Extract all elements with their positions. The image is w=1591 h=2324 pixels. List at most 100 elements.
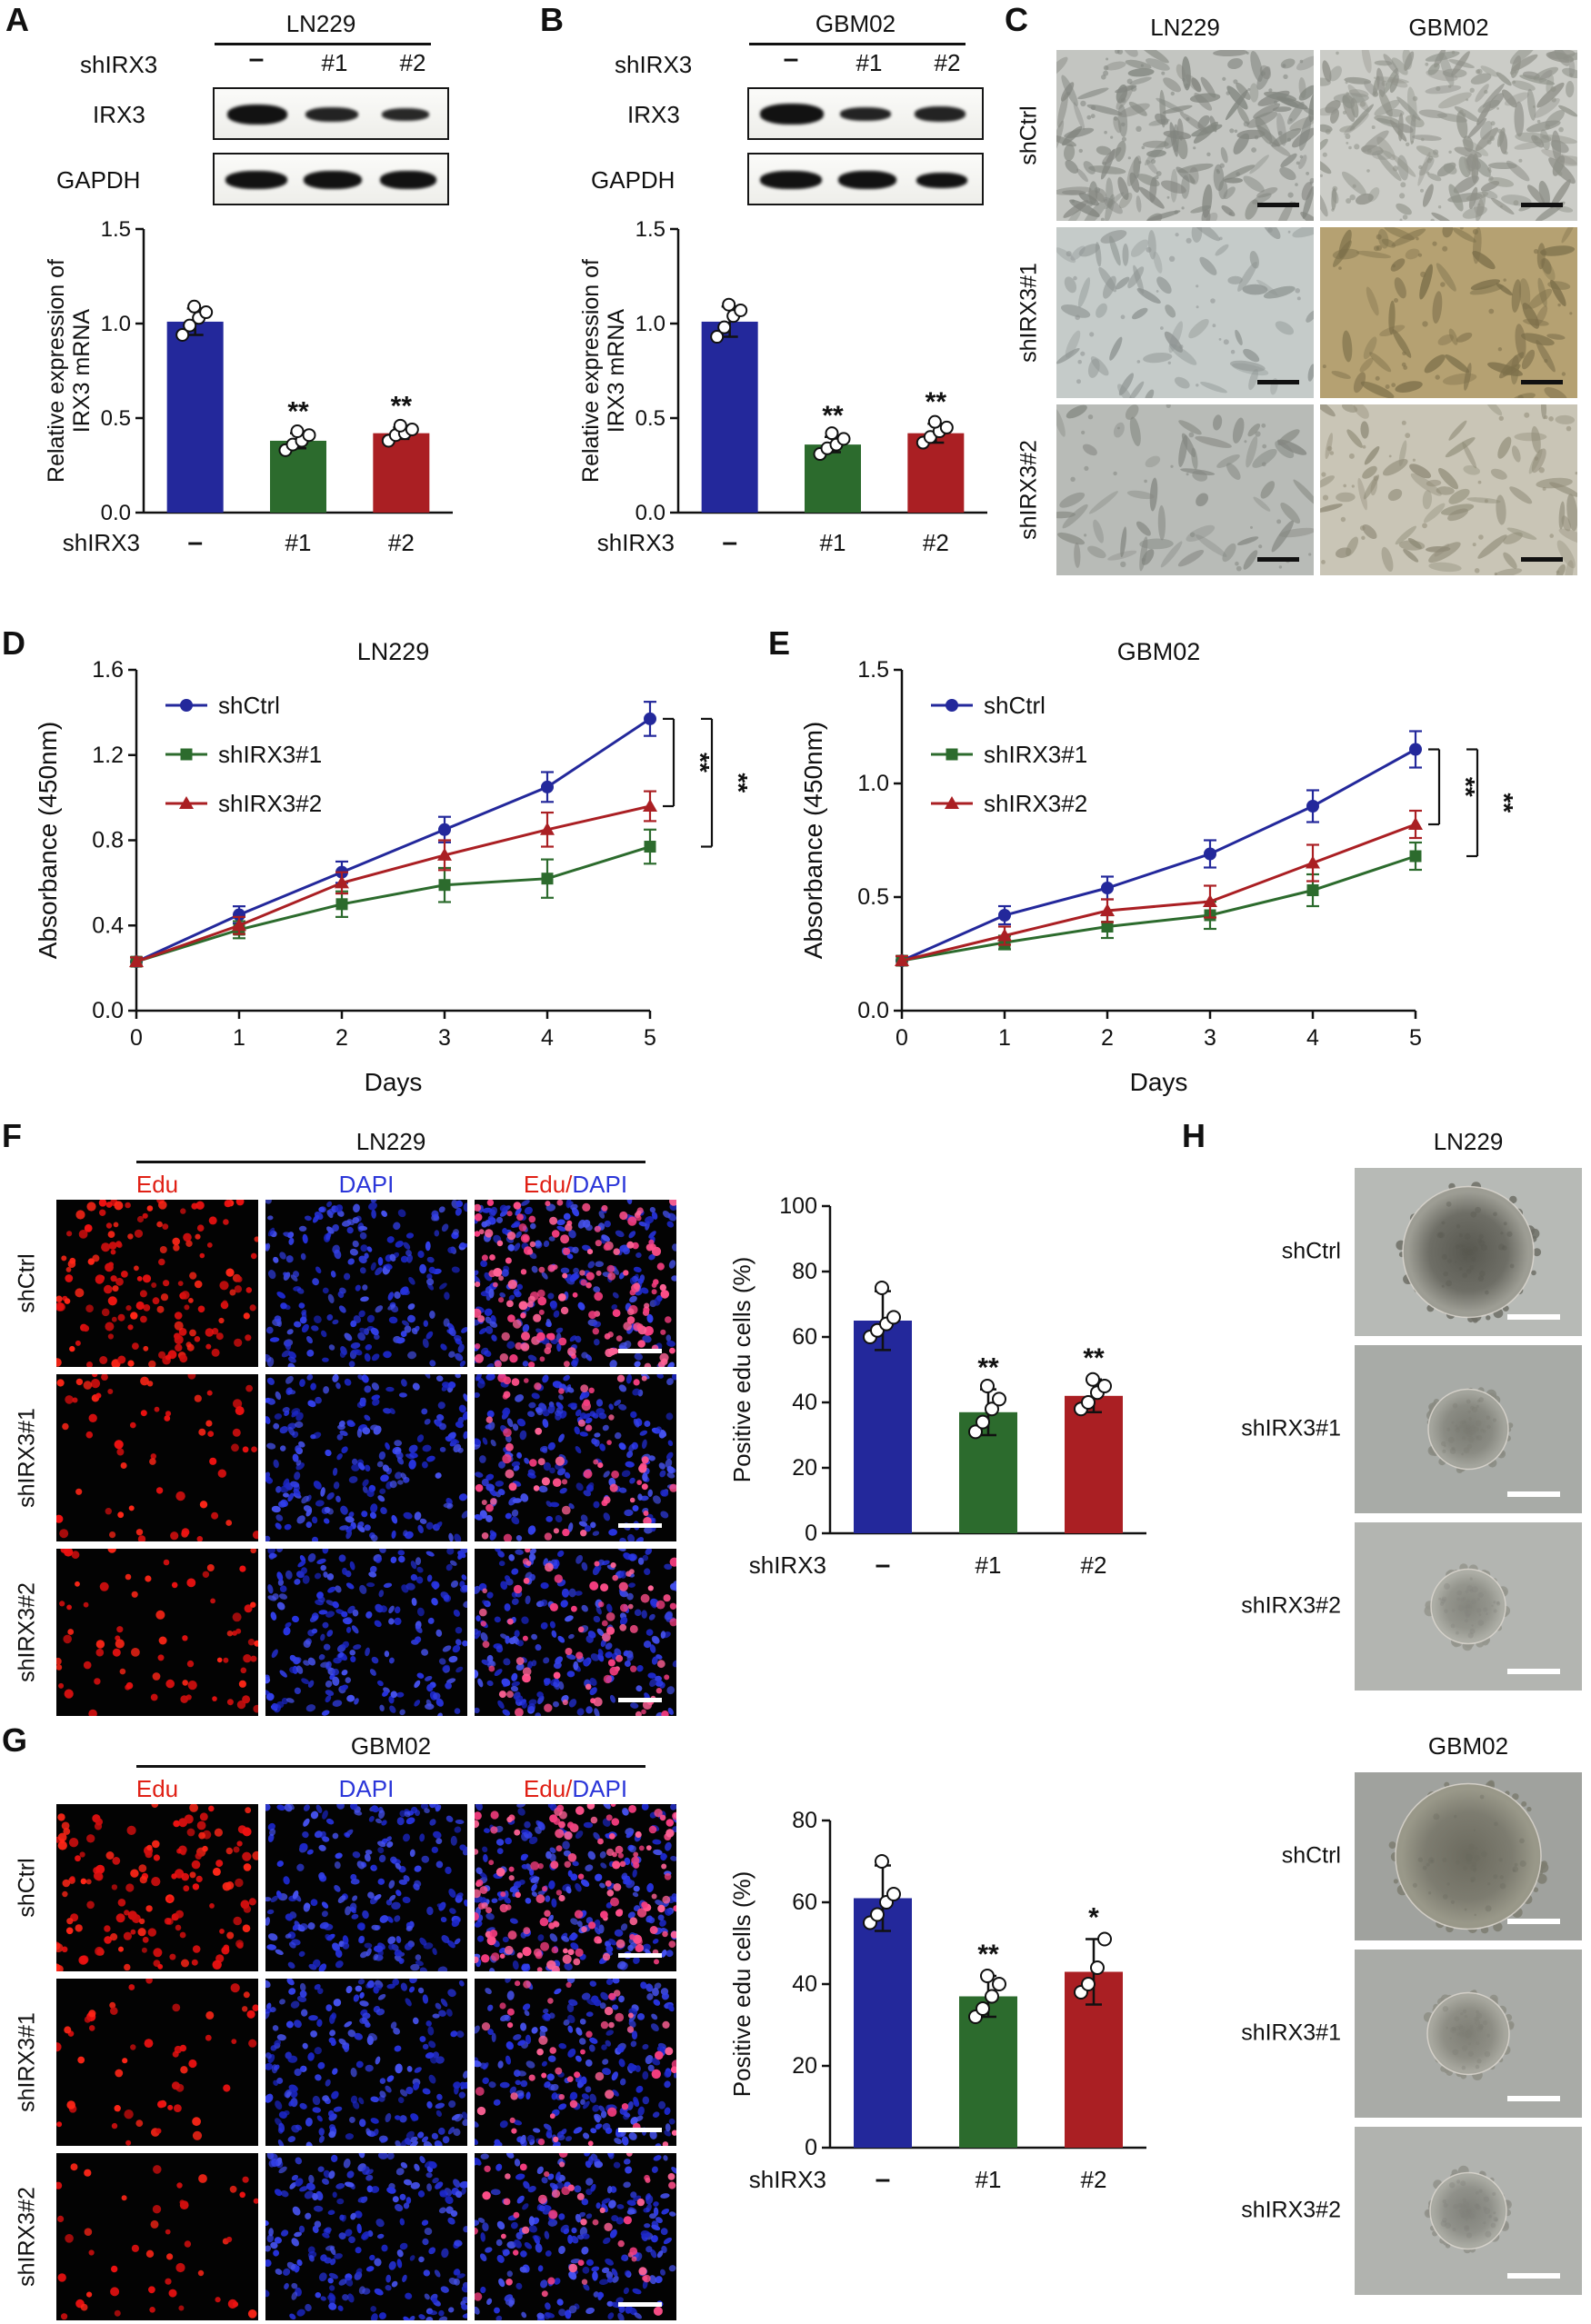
panel-letter-f: F: [2, 1117, 22, 1154]
svg-text:80: 80: [792, 1808, 817, 1833]
panel-letter-e: E: [768, 624, 791, 662]
panel-f-col-merge: Edu/DAPI: [475, 1171, 676, 1199]
svg-text:**: **: [391, 391, 413, 421]
panel-h-sphere-image-GBM02-shIRX3#1: [1355, 1950, 1582, 2118]
svg-text:1.0: 1.0: [101, 312, 131, 336]
panel-f-row-shirx3-1: shIRX3#1: [14, 1408, 40, 1508]
panel-h-sphere-image-GBM02-shCtrl: [1355, 1772, 1582, 1940]
panel-a-gapdh-label: GAPDH: [56, 166, 141, 194]
panel-c-image-LN229-shIRX3#1: [1056, 227, 1314, 398]
svg-text:3: 3: [438, 1025, 451, 1051]
svg-text:#2: #2: [388, 529, 415, 556]
svg-text:shIRX3#2: shIRX3#2: [218, 790, 322, 817]
panel-f-edu-image-shCtrl: [56, 1200, 258, 1367]
panel-f-dapi-image-shCtrl: [265, 1200, 467, 1367]
svg-text:20: 20: [792, 1455, 817, 1481]
panel-letter-d: D: [2, 624, 25, 662]
panel-b-lane-1: #1: [856, 49, 883, 76]
svg-text:0.5: 0.5: [635, 406, 665, 431]
svg-text:shIRX3: shIRX3: [63, 529, 140, 556]
panel-c-row-shctrl: shCtrl: [1016, 105, 1042, 165]
svg-text:4: 4: [1306, 1025, 1319, 1051]
panel-c-row-shirx3-1: shIRX3#1: [1016, 263, 1042, 363]
panel-g-col-merge-edu: Edu: [523, 1775, 566, 1802]
svg-text:**: **: [725, 773, 753, 793]
svg-text:shCtrl: shCtrl: [218, 692, 280, 719]
svg-text:**: **: [1452, 777, 1480, 797]
panel-f-col-merge-edu: Edu: [523, 1171, 566, 1198]
panel-h-sphere-image-LN229-shCtrl: [1355, 1168, 1582, 1336]
panel-a-lane-ctrl: –: [248, 44, 265, 74]
svg-text:1.5: 1.5: [101, 217, 131, 242]
svg-text:GBM02: GBM02: [1117, 638, 1201, 665]
panel-b-lane-ctrl: –: [783, 44, 799, 74]
panel-b-lane-2: #2: [934, 49, 961, 76]
svg-text:1.5: 1.5: [857, 657, 889, 683]
svg-text:3: 3: [1204, 1025, 1216, 1051]
panel-a-cellline: LN229: [285, 10, 356, 37]
panel-h-label-ln229-shctrl: shCtrl: [1281, 1238, 1341, 1264]
panel-a-lane-1: #1: [321, 49, 348, 76]
panel-b-gapdh-blot: [747, 153, 984, 205]
panel-b-sh-label: shIRX3: [615, 51, 693, 78]
panel-a-irx3-blot: [213, 87, 449, 140]
svg-text:**: **: [977, 1353, 999, 1383]
svg-text:IRX3 mRNA: IRX3 mRNA: [69, 309, 95, 433]
panel-h-title-ln229: LN229: [1433, 1128, 1504, 1155]
panel-g-dapi-image-shIRX3#1: [265, 1979, 467, 2146]
panel-g-col-merge: Edu/DAPI: [475, 1775, 676, 1803]
panel-f-edu-image-shIRX3#2: [56, 1549, 258, 1716]
svg-text:0.0: 0.0: [92, 998, 124, 1023]
svg-text:0.5: 0.5: [857, 884, 889, 910]
panel-g-cellline: GBM02: [350, 1732, 432, 1760]
svg-text:**: **: [686, 753, 715, 773]
svg-text:0: 0: [130, 1025, 143, 1051]
panel-g-header-underline: [136, 1765, 645, 1768]
svg-text:–: –: [187, 527, 203, 557]
svg-text:#2: #2: [1081, 2166, 1107, 2193]
panel-h-label-ln229-shirx3-2: shIRX3#2: [1241, 1592, 1341, 1619]
panel-f-col-merge-dapi: DAPI: [572, 1171, 628, 1198]
svg-text:60: 60: [792, 1324, 817, 1350]
panel-a-gapdh-blot: [213, 153, 449, 205]
svg-text:shIRX3: shIRX3: [597, 529, 675, 556]
panel-g-row-shirx3-2: shIRX3#2: [14, 2187, 40, 2287]
panel-letter-c: C: [1005, 1, 1028, 38]
panel-g-col-merge-sep: /: [565, 1775, 573, 1802]
svg-text:–: –: [722, 527, 737, 557]
svg-text:1: 1: [998, 1025, 1011, 1051]
svg-text:#2: #2: [923, 529, 949, 556]
svg-text:1: 1: [233, 1025, 245, 1051]
panel-a-bar-chart: 0.0 0.5 1.0 1.5 Relative expression of IRX3 m…: [44, 217, 453, 557]
svg-text:**: **: [1490, 793, 1518, 813]
svg-text:0.5: 0.5: [101, 406, 131, 431]
svg-text:#1: #1: [285, 529, 312, 556]
svg-text:1.2: 1.2: [92, 743, 124, 768]
panel-f-merge-image-shCtrl: [475, 1200, 676, 1367]
panel-f-col-edu: Edu: [135, 1171, 179, 1198]
panel-b-irx3-blot: [747, 87, 984, 140]
svg-text:shIRX3#2: shIRX3#2: [984, 790, 1087, 817]
svg-text:Positive edu cells (%): Positive edu cells (%): [728, 1257, 755, 1483]
panel-f-merge-image-shIRX3#2: [475, 1549, 676, 1716]
svg-text:**: **: [977, 1940, 999, 1970]
panel-letter-a: A: [5, 1, 29, 38]
svg-text:shIRX3: shIRX3: [749, 1551, 826, 1579]
svg-text:Relative expression of: Relative expression of: [578, 259, 604, 483]
svg-text:*: *: [1088, 1903, 1099, 1933]
panel-b-cellline: GBM02: [815, 10, 896, 37]
svg-text:2: 2: [335, 1025, 348, 1051]
svg-text:–: –: [876, 1550, 891, 1580]
panel-g-edu-image-shIRX3#2: [56, 2153, 258, 2320]
svg-text:0.0: 0.0: [635, 501, 665, 525]
svg-text:–: –: [876, 2164, 891, 2194]
panel-g-edu-image-shIRX3#1: [56, 1979, 258, 2146]
panel-h-label-ln229-shirx3-1: shIRX3#1: [1241, 1415, 1341, 1441]
svg-text:0.0: 0.0: [101, 501, 131, 525]
panel-h-title-gbm02: GBM02: [1427, 1732, 1509, 1760]
svg-text:shIRX3#1: shIRX3#1: [984, 741, 1087, 768]
svg-text:100: 100: [779, 1193, 817, 1219]
svg-text:0: 0: [896, 1025, 908, 1051]
svg-text:**: **: [287, 397, 309, 427]
panel-letter-g: G: [2, 1721, 28, 1759]
